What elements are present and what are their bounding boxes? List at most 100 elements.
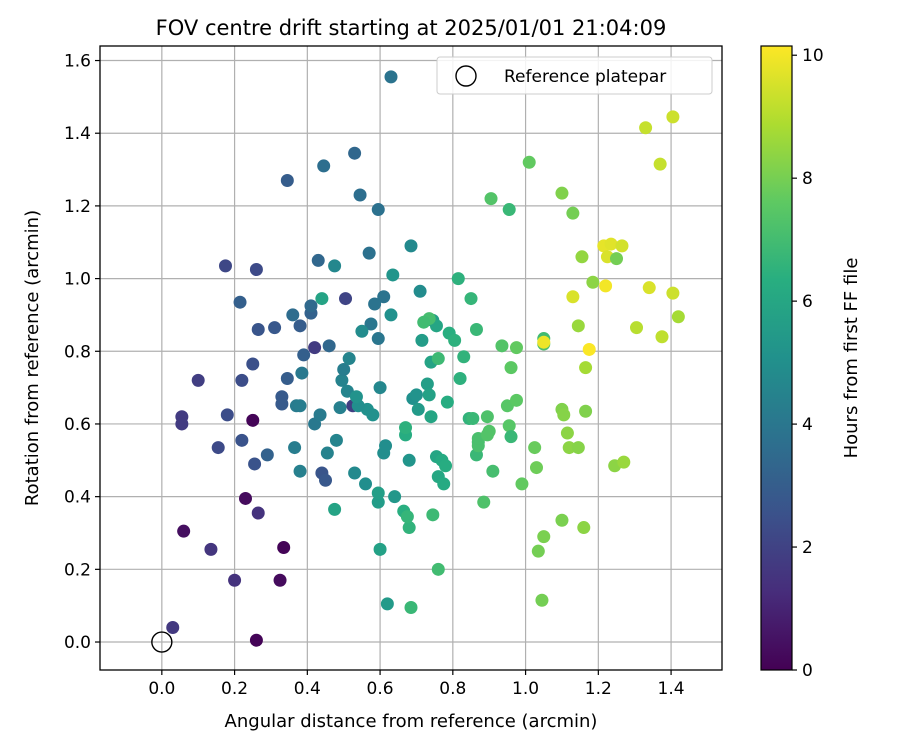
- legend: Reference platepar: [436, 56, 713, 95]
- data-point: [531, 544, 545, 558]
- data-point: [440, 395, 454, 409]
- data-point: [630, 321, 644, 335]
- data-point: [555, 186, 569, 200]
- x-tick-label: 0.4: [294, 679, 321, 699]
- data-point: [311, 253, 325, 267]
- data-point: [582, 342, 596, 356]
- data-point: [293, 464, 307, 478]
- colorbar-tick-label: 2: [802, 538, 813, 558]
- data-point: [322, 339, 336, 353]
- data-point: [373, 381, 387, 395]
- x-tick-label: 0.6: [367, 679, 394, 699]
- data-point: [404, 239, 418, 253]
- data-point: [313, 408, 327, 422]
- data-point: [228, 573, 242, 587]
- data-point: [579, 404, 593, 418]
- legend-label-reference: Reference platepar: [504, 67, 666, 87]
- data-point: [233, 295, 247, 309]
- data-point: [617, 455, 631, 469]
- data-point: [251, 322, 265, 336]
- data-point: [364, 317, 378, 331]
- data-point: [535, 593, 549, 607]
- data-point: [328, 259, 342, 273]
- reference-marker-layer: [151, 631, 173, 653]
- data-point: [342, 352, 356, 366]
- data-point: [495, 339, 509, 353]
- y-tick-label: 1.4: [64, 124, 91, 144]
- colorbar-tick-label: 4: [802, 415, 813, 435]
- data-point: [288, 441, 302, 455]
- y-tick-label: 1.0: [64, 270, 91, 290]
- data-point: [571, 319, 585, 333]
- data-point: [566, 206, 580, 220]
- data-point: [515, 477, 529, 491]
- data-point: [373, 542, 387, 556]
- data-point: [337, 362, 351, 376]
- grid: [100, 46, 722, 670]
- y-tick-label: 0.4: [64, 488, 91, 508]
- y-tick-label: 0.8: [64, 342, 91, 362]
- data-point: [431, 562, 445, 576]
- colorbar-tick-label: 8: [802, 169, 813, 189]
- data-point: [377, 290, 391, 304]
- data-point: [339, 292, 353, 306]
- data-point: [328, 502, 342, 516]
- colorbar-tick-label: 10: [802, 46, 824, 66]
- data-point: [599, 279, 613, 293]
- data-point: [371, 332, 385, 346]
- data-point: [639, 121, 653, 135]
- data-point: [509, 341, 523, 355]
- x-axis-label: Angular distance from reference (arcmin): [225, 711, 598, 732]
- data-point: [333, 401, 347, 415]
- data-point: [586, 275, 600, 289]
- data-point: [348, 146, 362, 160]
- data-point: [464, 292, 478, 306]
- data-point: [486, 464, 500, 478]
- data-point: [555, 513, 569, 527]
- data-point: [466, 412, 480, 426]
- data-point: [502, 203, 516, 217]
- data-point: [295, 366, 309, 380]
- data-point: [604, 237, 618, 251]
- data-point: [317, 159, 331, 173]
- data-point: [388, 490, 402, 504]
- data-point: [371, 495, 385, 509]
- legend-box: [436, 56, 713, 95]
- data-point: [610, 252, 624, 266]
- data-point: [384, 308, 398, 322]
- data-point: [293, 399, 307, 413]
- data-point: [529, 461, 543, 475]
- data-point: [642, 281, 656, 295]
- data-point: [235, 373, 249, 387]
- data-point: [504, 361, 518, 375]
- y-tick-label: 0.6: [64, 415, 91, 435]
- data-point: [562, 441, 576, 455]
- data-point: [220, 408, 234, 422]
- data-point: [411, 402, 425, 416]
- data-point: [557, 408, 571, 422]
- data-point: [379, 439, 393, 453]
- data-point: [320, 446, 334, 460]
- colorbar-ticks: 0 2 4 6 8 10: [792, 46, 824, 681]
- x-tick-label: 1.2: [585, 679, 612, 699]
- data-point: [577, 521, 591, 535]
- data-point: [371, 486, 385, 500]
- data-point: [504, 430, 518, 444]
- data-point: [413, 284, 427, 298]
- data-point: [666, 286, 680, 300]
- data-point: [211, 441, 225, 455]
- data-point: [451, 272, 465, 286]
- x-tick-label: 0.8: [439, 679, 466, 699]
- data-point: [399, 421, 413, 435]
- data-point: [353, 188, 367, 202]
- data-point: [422, 388, 436, 402]
- data-point: [522, 155, 536, 169]
- legend-marker-reference: [455, 65, 477, 87]
- data-point: [671, 310, 685, 324]
- data-point: [402, 453, 416, 467]
- data-point: [528, 441, 542, 455]
- data-point: [509, 393, 523, 407]
- data-point: [359, 477, 373, 491]
- y-axis-label: Rotation from reference (arcmin): [22, 210, 43, 506]
